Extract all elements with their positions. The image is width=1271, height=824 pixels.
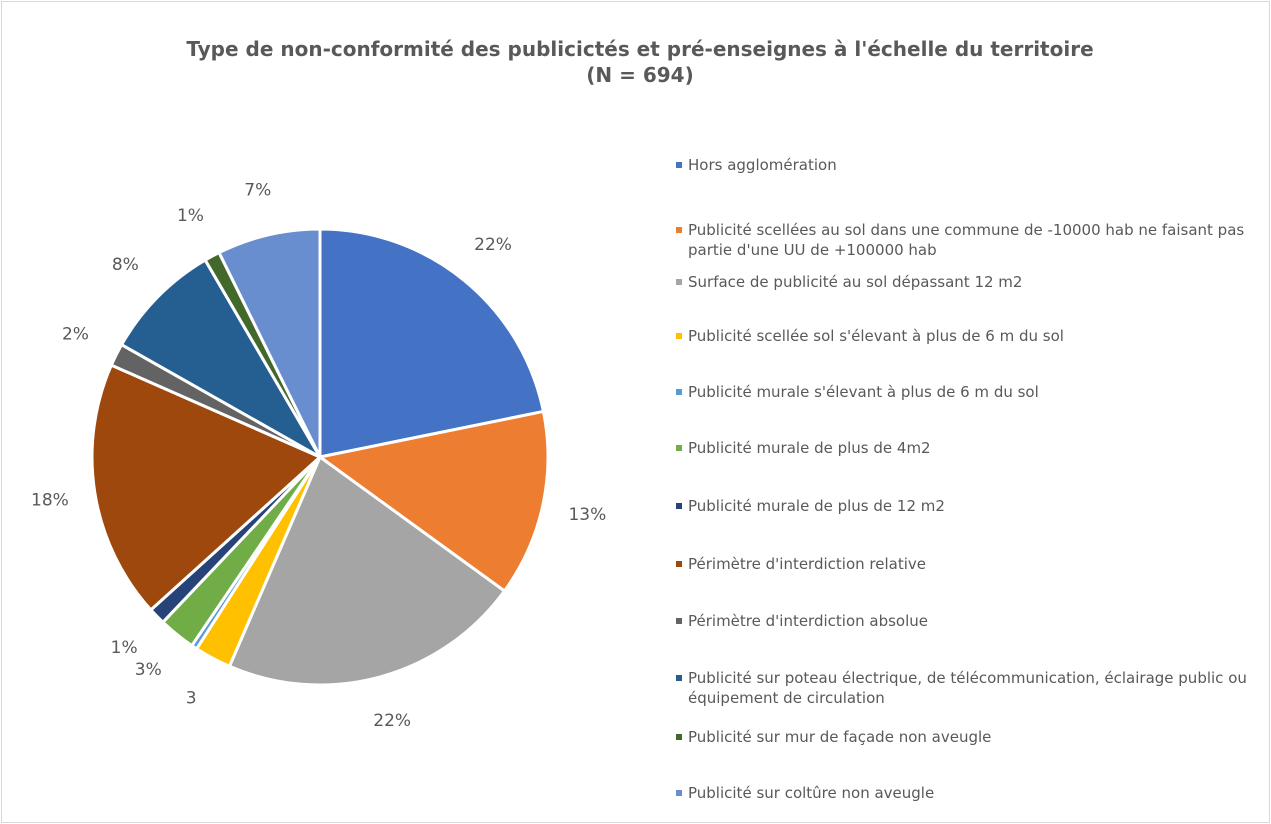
legend-label: Publicité sur mur de façade non aveugle (688, 728, 992, 746)
legend-entry: Publicité scellée sol s'élevant à plus d… (676, 326, 1258, 346)
legend-swatch (676, 162, 682, 168)
data-label: 22% (373, 711, 411, 731)
legend-swatch (676, 333, 682, 339)
data-label: 3% (135, 660, 162, 680)
legend-swatch (676, 734, 682, 740)
legend-swatch (676, 503, 682, 509)
data-label: 1% (111, 638, 138, 658)
data-label: 8% (112, 255, 139, 275)
data-label: 1% (177, 206, 204, 226)
chart-subtitle: (N = 694) (586, 63, 694, 87)
legend-entry: Publicité scellées au sol dans une commu… (676, 220, 1258, 260)
legend-swatch (676, 445, 682, 451)
legend-swatch (676, 561, 682, 567)
legend-entry: Surface de publicité au sol dépassant 12… (676, 272, 1258, 292)
data-label: 7% (244, 181, 271, 201)
data-label: 13% (568, 505, 606, 525)
pie-slice (90, 363, 323, 613)
legend-label: Hors agglomération (688, 156, 837, 174)
data-label: 3 (186, 688, 197, 708)
legend-swatch (676, 790, 682, 796)
legend-label: Périmètre d'interdiction absolue (688, 612, 929, 630)
legend-label: Publicité sur poteau électrique, de télé… (688, 669, 1247, 707)
pie-slice (119, 257, 325, 462)
chart-title: Type de non-conformité des publicictés e… (186, 37, 1094, 61)
legend-entry: Publicité sur coltûre non aveugle (676, 783, 1258, 803)
legend-label: Publicité scellée sol s'élevant à plus d… (688, 327, 1064, 345)
legend-entry: Publicité sur mur de façade non aveugle (676, 727, 1258, 747)
data-label: 22% (474, 235, 512, 255)
legend-label: Publicité scellées au sol dans une commu… (688, 221, 1245, 259)
legend-swatch (676, 227, 682, 233)
data-label: 18% (31, 491, 69, 511)
pie-slice (316, 409, 550, 594)
legend-label: Publicité murale de plus de 4m2 (688, 439, 931, 457)
legend-swatch (676, 618, 682, 624)
legend-label: Publicité murale s'élevant à plus de 6 m… (688, 383, 1039, 401)
legend-entry: Périmètre d'interdiction absolue (676, 611, 1258, 631)
legend-label: Périmètre d'interdiction relative (688, 555, 926, 573)
pie-slice (217, 227, 322, 458)
legend-swatch (676, 389, 682, 395)
data-label: 2% (62, 324, 89, 344)
legend-label: Publicité sur coltûre non aveugle (688, 784, 935, 802)
legend-entry: Périmètre d'interdiction relative (676, 554, 1258, 574)
legend-swatch (676, 675, 682, 681)
legend-entry: Publicité murale de plus de 4m2 (676, 438, 1258, 458)
chart-title-block: Type de non-conformité des publicictés e… (160, 36, 1120, 88)
legend-entry: Hors agglomération (676, 155, 1258, 175)
legend-swatch (676, 279, 682, 285)
pie-slice (318, 227, 546, 459)
legend-label: Surface de publicité au sol dépassant 12… (688, 273, 1023, 291)
pie-slice (227, 454, 507, 687)
legend-entry: Publicité murale de plus de 12 m2 (676, 496, 1258, 516)
legend-entry: Publicité murale s'élevant à plus de 6 m… (676, 382, 1258, 402)
legend-entry: Publicité sur poteau électrique, de télé… (676, 668, 1258, 708)
legend-label: Publicité murale de plus de 12 m2 (688, 497, 945, 515)
